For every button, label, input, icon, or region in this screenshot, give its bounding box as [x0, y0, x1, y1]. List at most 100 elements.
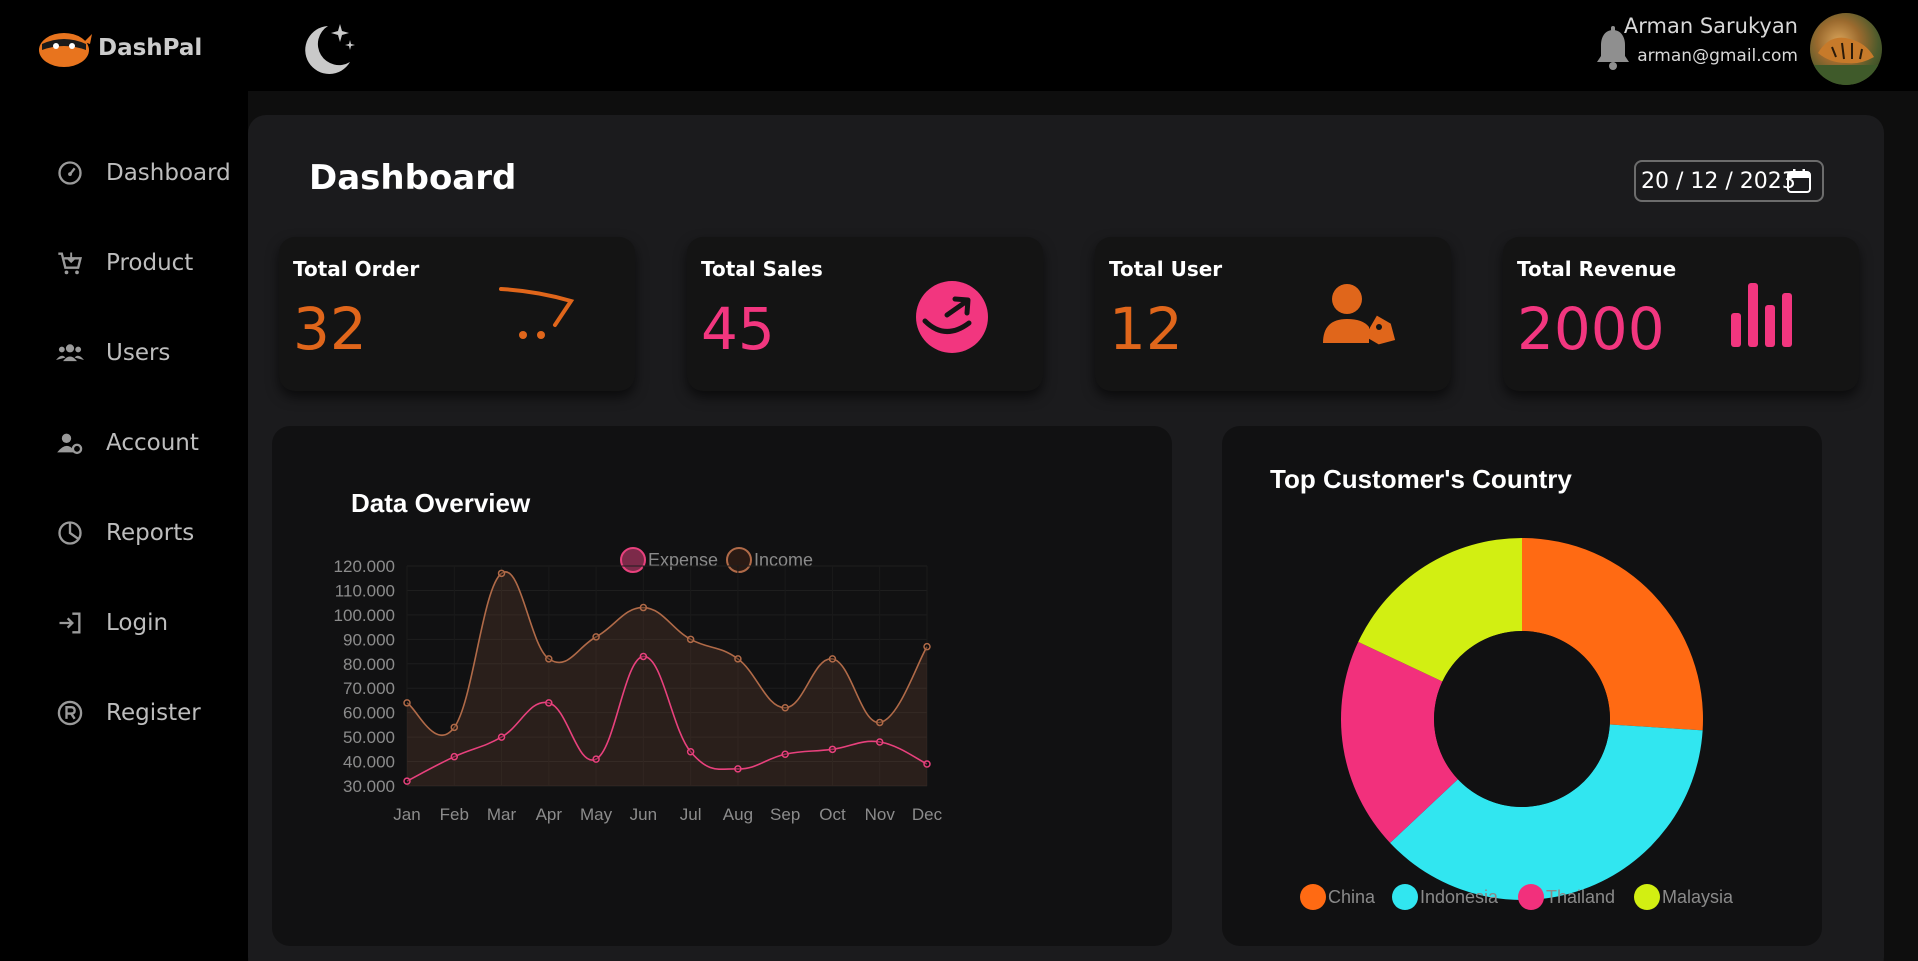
data-point[interactable]: [639, 652, 648, 661]
legend-income[interactable]: Income: [726, 547, 813, 573]
stat-card-total-sales: Total Sales 45: [687, 237, 1043, 391]
sidebar: Dashboard Product Users Account Reports: [0, 91, 248, 961]
donut-chart: [1341, 538, 1703, 900]
user-cog-icon: [57, 433, 83, 455]
legend-dot: [1634, 884, 1660, 910]
calendar-icon[interactable]: [1786, 168, 1812, 194]
y-tick-label: 70.000: [343, 679, 395, 698]
card-title: Total Sales: [701, 257, 823, 281]
data-point[interactable]: [734, 655, 742, 663]
sidebar-item-users[interactable]: Users: [56, 339, 170, 367]
user-name: Arman Sarukyan: [1623, 14, 1798, 38]
card-title: Total User: [1109, 257, 1223, 281]
data-point[interactable]: [639, 603, 648, 612]
data-point[interactable]: [497, 569, 506, 578]
legend-dot: [1300, 884, 1326, 910]
y-tick-label: 120.000: [334, 557, 395, 576]
x-tick-label: Feb: [440, 805, 469, 824]
data-point[interactable]: [734, 765, 742, 773]
card-value: 2000: [1517, 295, 1665, 363]
main-area: Dashboard 20 / 12 / 2023 Total Order 32 …: [248, 91, 1918, 961]
legend-indonesia[interactable]: Indonesia: [1392, 884, 1498, 910]
data-point[interactable]: [545, 655, 553, 663]
sidebar-item-reports[interactable]: Reports: [56, 519, 194, 547]
data-point[interactable]: [403, 699, 411, 707]
legend-china[interactable]: China: [1300, 884, 1375, 910]
x-tick-label: Jun: [630, 805, 657, 824]
y-tick-label: 110.000: [335, 581, 395, 600]
y-tick-label: 80.000: [343, 655, 395, 674]
gauge-icon: [58, 161, 82, 185]
data-point[interactable]: [497, 733, 506, 741]
donut-hole: [1434, 631, 1610, 807]
data-point[interactable]: [828, 655, 837, 663]
chart-title: Top Customer's Country: [1270, 464, 1572, 494]
user-tag-icon: [1323, 284, 1396, 345]
x-tick-label: Jan: [393, 805, 420, 824]
data-point[interactable]: [875, 738, 884, 746]
bar-chart-icon: [1731, 283, 1792, 347]
data-point[interactable]: [828, 745, 837, 754]
avatar[interactable]: [1810, 13, 1882, 85]
data-point[interactable]: [686, 748, 695, 756]
cart-icon: [58, 252, 82, 275]
y-tick-label: 60.000: [343, 704, 395, 723]
legend-malaysia[interactable]: Malaysia: [1634, 884, 1733, 910]
x-tick-label: Apr: [536, 805, 563, 824]
sidebar-item-label: Reports: [106, 520, 195, 546]
sidebar-item-label: Login: [106, 610, 169, 636]
sidebar-item-account[interactable]: Account: [56, 429, 199, 457]
data-point[interactable]: [781, 750, 789, 758]
data-point[interactable]: [923, 760, 931, 768]
data-point[interactable]: [875, 718, 884, 727]
data-point[interactable]: [450, 723, 459, 732]
data-point[interactable]: [686, 635, 695, 644]
bell-icon[interactable]: [1595, 26, 1631, 72]
legend-label: Income: [754, 549, 814, 570]
date-input[interactable]: 20 / 12 / 2023: [1634, 160, 1824, 202]
card-title: Total Revenue: [1517, 257, 1677, 281]
sidebar-item-dashboard[interactable]: Dashboard: [56, 159, 231, 187]
sidebar-item-label: Users: [106, 340, 171, 366]
y-tick-label: 100.000: [334, 606, 395, 625]
income-area: [407, 571, 927, 786]
donut-slice-thailand[interactable]: [1341, 641, 1458, 843]
data-point[interactable]: [450, 752, 459, 761]
x-tick-label: Mar: [487, 805, 517, 824]
data-point[interactable]: [545, 699, 553, 707]
legend-expense[interactable]: Expense: [620, 547, 718, 573]
sidebar-item-label: Register: [106, 700, 201, 726]
sidebar-item-login[interactable]: Login: [56, 609, 168, 637]
sidebar-item-label: Dashboard: [106, 160, 231, 186]
donut-slice-malaysia[interactable]: [1358, 538, 1522, 682]
data-point[interactable]: [592, 633, 600, 641]
donut-slice-indonesia[interactable]: [1390, 724, 1703, 900]
data-point[interactable]: [923, 642, 931, 651]
data-point[interactable]: [403, 777, 411, 785]
top-country-card: Top Customer's Country China Indonesia Tha…: [1222, 426, 1822, 946]
content-panel: Dashboard 20 / 12 / 2023 Total Order 32 …: [248, 115, 1884, 961]
pie-chart-icon: [58, 521, 82, 545]
legend-label: China: [1328, 886, 1376, 907]
card-value: 45: [701, 295, 775, 363]
card-value: 32: [293, 295, 367, 363]
registered-icon: [57, 700, 83, 726]
donut-slice-china[interactable]: [1522, 538, 1703, 731]
legend-label: Malaysia: [1662, 886, 1734, 907]
brand[interactable]: DashPal: [36, 26, 202, 70]
cart-swoosh-icon: [499, 287, 575, 339]
data-point[interactable]: [781, 704, 789, 712]
sidebar-item-product[interactable]: Product: [56, 249, 193, 277]
stat-card-total-user: Total User 12: [1095, 237, 1451, 391]
sidebar-item-label: Account: [106, 430, 199, 456]
date-value: 20 / 12 / 2023: [1641, 168, 1796, 194]
sidebar-item-register[interactable]: Register: [56, 699, 201, 727]
ninja-logo-icon: [39, 33, 92, 67]
data-point[interactable]: [592, 755, 600, 763]
legend-thailand[interactable]: Thailand: [1518, 884, 1615, 910]
x-tick-label: May: [580, 805, 613, 824]
x-tick-label: Oct: [819, 805, 846, 824]
moon-stars-icon[interactable]: [298, 18, 358, 78]
legend-dot: [1518, 884, 1544, 910]
users-icon: [56, 344, 84, 362]
